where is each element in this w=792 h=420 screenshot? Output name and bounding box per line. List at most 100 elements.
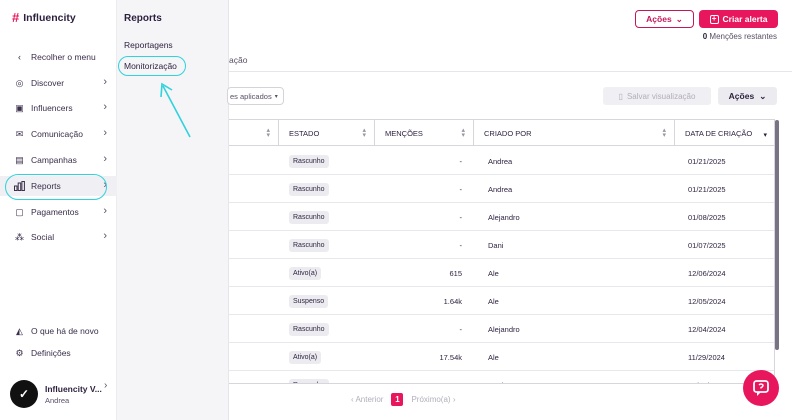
collapse-menu-button[interactable]: ‹ Recolher o menu [0, 47, 117, 67]
influencity-logo-icon: # [12, 10, 20, 25]
sidebar-item-label: Pagamentos [31, 207, 79, 217]
estado-cell: Rascunho [289, 175, 329, 203]
mencoes-cell: 17.54k [439, 352, 462, 362]
table-row[interactable]: Rascunho - Andrea 01/21/2025 [229, 175, 774, 203]
monitorizacao-highlight-ring [118, 56, 186, 76]
criado-por-cell: Dani [488, 371, 503, 384]
criar-alerta-label: Criar alerta [722, 14, 768, 24]
estado-cell: Ativo(a) [289, 343, 322, 371]
data-criacao-cell: 01/21/2025 [688, 184, 726, 194]
settings-link[interactable]: ⚙ Definições [0, 343, 117, 363]
mencoes-restantes: 0 Menções restantes [697, 32, 777, 41]
mencoes-cell: 615 [449, 268, 462, 278]
user-name: Influencity V... [45, 383, 102, 394]
sort-icon: ▴ ▾ [266, 127, 270, 139]
sort-icon: ▴ ▾ [662, 127, 666, 139]
save-view-label: Salvar visualização [626, 91, 696, 101]
user-menu[interactable]: ✓ Influencity V... Andrea › [10, 380, 107, 408]
save-view-button[interactable]: ▯ Salvar visualização [603, 87, 711, 105]
sidebar-item-label: Influencers [31, 103, 73, 113]
criar-alerta-button[interactable]: + Criar alerta [699, 10, 778, 28]
table-row[interactable]: Rascunho - Andrea 01/21/2025 [229, 147, 774, 175]
table-row[interactable]: Rascunho - Dani 10/22/2024 [229, 371, 774, 384]
table-row[interactable]: Ativo(a) 17.54k Ale 11/29/2024 [229, 343, 774, 371]
next-page-button[interactable]: Próximo(a) › [411, 395, 456, 404]
table-row[interactable]: Rascunho - Alejandro 12/04/2024 [229, 315, 774, 343]
pagination: ‹ Anterior 1 Próximo(a) › [351, 393, 455, 406]
column-header-label: ESTADO [289, 128, 320, 138]
sidebar-item-label: Reports [31, 181, 61, 191]
filters-applied-dropdown[interactable]: es aplicados ▾ [227, 87, 284, 105]
annotation-arrow-icon [160, 82, 191, 138]
chevron-right-icon: › [103, 101, 107, 113]
tabs-divider [229, 71, 792, 72]
sidebar-item-influencers[interactable]: ▣ Influencers › [0, 98, 117, 118]
main-sidebar: # Influencity ‹ Recolher o menu ◎ Discov… [0, 0, 117, 420]
flyout-item-reportagens[interactable]: Reportagens [124, 40, 173, 50]
column-header-criado-por[interactable]: CRIADO POR ▴ ▾ [474, 120, 675, 146]
estado-cell: Rascunho [289, 315, 329, 343]
criado-por-cell: Ale [488, 268, 499, 278]
table-row[interactable]: Suspenso 1.64k Ale 12/05/2024 [229, 287, 774, 315]
column-header-data-criacao[interactable]: DATA DE CRIAÇÃO ▾ [675, 120, 774, 146]
table-acoes-label: Ações [728, 91, 755, 101]
data-criacao-cell: 12/05/2024 [688, 296, 726, 306]
status-badge: Rascunho [289, 210, 329, 224]
whats-new-link[interactable]: ◭ O que há de novo [0, 321, 117, 341]
network-icon: ⁂ [15, 231, 24, 242]
header-acoes-label: Ações [646, 14, 672, 24]
mencoes-cell: - [459, 156, 463, 166]
chat-support-button[interactable] [743, 370, 779, 406]
table-scrollbar[interactable] [775, 120, 779, 350]
table-row[interactable]: Rascunho - Dani 01/07/2025 [229, 231, 774, 259]
sidebar-item-pagamentos[interactable]: ▢ Pagamentos › [0, 202, 117, 222]
table-acoes-button[interactable]: Ações ⌄ [718, 87, 777, 105]
flyout-item-monitorizacao[interactable]: Monitorização [124, 61, 177, 71]
data-criacao-cell: 01/07/2025 [688, 240, 726, 250]
reports-flyout: Reports Reportagens Monitorização [117, 0, 229, 420]
column-header-label: DATA DE CRIAÇÃO [685, 128, 753, 138]
estado-cell: Suspenso [289, 287, 329, 315]
chevron-down-icon: ⌄ [759, 90, 767, 101]
filter-label: es aplicados [230, 91, 272, 101]
chevron-left-icon: ‹ [18, 52, 21, 62]
header-acoes-button[interactable]: Ações ⌄ [635, 10, 694, 28]
sidebar-item-comunicacao[interactable]: ✉ Comunicação › [0, 124, 117, 144]
whats-new-label: O que há de novo [31, 326, 99, 336]
sidebar-item-label: Comunicação [31, 129, 83, 139]
sidebar-item-social[interactable]: ⁂ Social › [0, 227, 117, 247]
caret-down-icon: ▾ [274, 93, 278, 100]
table-row[interactable]: Rascunho - Alejandro 01/08/2025 [229, 203, 774, 231]
criado-por-cell: Ale [488, 352, 499, 362]
gear-icon: ⚙ [15, 347, 24, 358]
table-row[interactable]: Ativo(a) 615 Ale 12/06/2024 [229, 259, 774, 287]
estado-cell: Rascunho [289, 147, 329, 175]
settings-label: Definições [31, 348, 71, 358]
sidebar-item-label: Campanhas [31, 155, 77, 165]
status-badge: Rascunho [289, 182, 329, 196]
mencoes-cell: 1.64k [443, 296, 462, 306]
column-header-mencoes[interactable]: MENÇÕES ▴ ▾ [375, 120, 474, 146]
compass-icon: ◎ [15, 77, 24, 88]
calendar-icon: ▤ [15, 154, 24, 165]
sidebar-item-discover[interactable]: ◎ Discover › [0, 73, 117, 93]
status-badge: Ativo(a) [289, 266, 322, 280]
megaphone-icon: ◭ [16, 325, 23, 336]
flyout-title: Reports [124, 13, 162, 24]
next-page-label: Próximo(a) [411, 395, 451, 404]
column-header-name[interactable]: ▴ ▾ [229, 120, 279, 146]
sidebar-item-campanhas[interactable]: ▤ Campanhas › [0, 150, 117, 170]
tab-partial[interactable]: ação [229, 55, 248, 65]
chevron-right-icon: › [103, 127, 107, 139]
brand-logo[interactable]: # Influencity [12, 11, 76, 24]
previous-page-button[interactable]: ‹ Anterior [351, 395, 384, 404]
estado-cell: Rascunho [289, 203, 329, 231]
page-number-button[interactable]: 1 [391, 393, 404, 406]
criado-por-cell: Ale [488, 296, 499, 306]
estado-cell: Rascunho [289, 231, 329, 259]
chevron-down-icon: ⌄ [675, 13, 683, 24]
column-header-estado[interactable]: ESTADO ▴ ▾ [279, 120, 375, 146]
mencoes-count: 0 [702, 32, 708, 41]
status-badge: Ativo(a) [289, 350, 322, 364]
brand-name: Influencity [23, 11, 76, 24]
